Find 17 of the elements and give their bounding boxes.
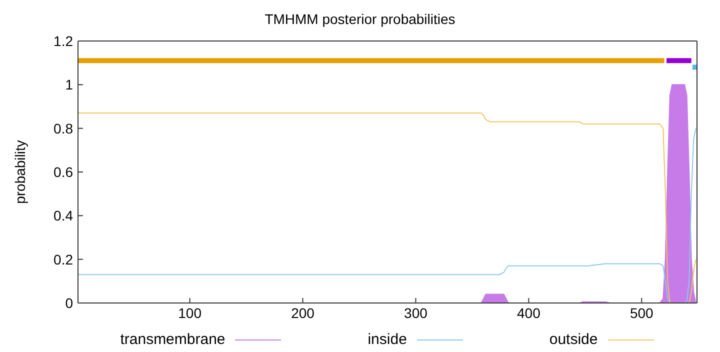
y-tick-label: 0.2 bbox=[54, 251, 74, 268]
x-tick-label: 400 bbox=[517, 304, 541, 321]
x-tick-label: 100 bbox=[178, 304, 202, 321]
x-tick-label: 500 bbox=[630, 304, 654, 321]
x-tick-label: 200 bbox=[291, 304, 315, 321]
y-tick-label: 0.4 bbox=[54, 208, 74, 224]
legend-label: inside bbox=[368, 331, 407, 348]
y-axis-title: probability bbox=[12, 140, 28, 204]
legend-label: transmembrane bbox=[120, 331, 226, 348]
y-tick-label: 0 bbox=[65, 294, 74, 311]
chart-title: TMHMM posterior probabilities bbox=[264, 10, 456, 29]
y-tick-label: 0.8 bbox=[54, 120, 74, 136]
y-tick-label: 1.2 bbox=[54, 32, 74, 49]
x-tick-label: 300 bbox=[404, 304, 428, 321]
y-tick-label: 1 bbox=[65, 76, 74, 93]
legend-label: outside bbox=[549, 331, 598, 348]
y-tick-label: 0.6 bbox=[54, 164, 74, 180]
